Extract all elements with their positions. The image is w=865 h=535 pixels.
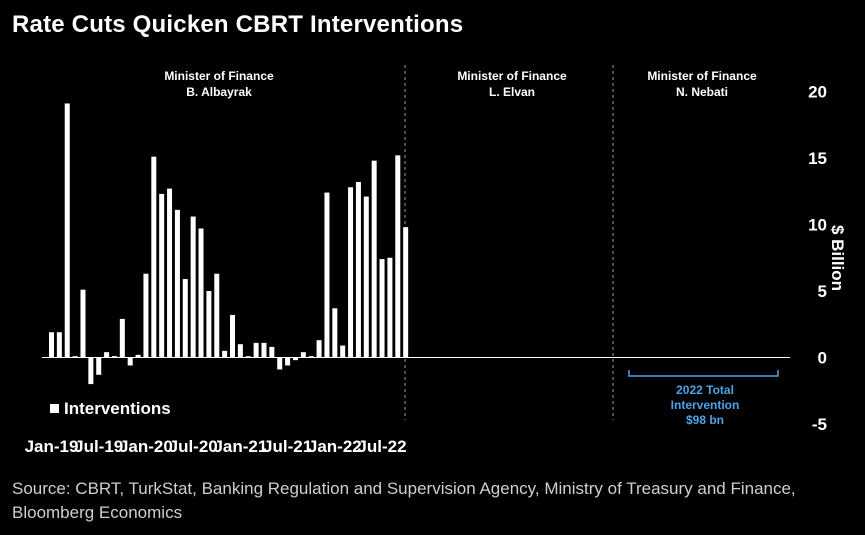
bar-Jun-22 [371, 160, 377, 358]
annotation-line3: $98 bn [686, 413, 724, 427]
bar-Jan-21 [237, 344, 243, 358]
x-tick-Jan-21: Jan-21 [213, 437, 267, 456]
legend-swatch [50, 404, 59, 413]
bar-Mar-19 [64, 103, 70, 358]
bar-May-22 [363, 196, 369, 358]
bar-Apr-20 [167, 188, 173, 358]
legend: Interventions [50, 399, 171, 418]
bar-Nov-21 [316, 340, 322, 358]
bar-Mar-22 [348, 187, 354, 358]
period-3-line1: Minister of Finance [647, 69, 757, 83]
annotation-line2: Intervention [671, 398, 740, 412]
bar-Feb-21 [245, 356, 251, 358]
bar-Jul-20 [190, 216, 196, 358]
bar-May-21 [269, 346, 275, 358]
x-tick-Jul-20: Jul-20 [169, 437, 218, 456]
y-tick-0: 0 [818, 349, 827, 368]
bar-May-20 [174, 209, 180, 358]
bar-Apr-19 [72, 356, 78, 358]
bar-Mar-21 [253, 342, 259, 358]
period-dividers [404, 65, 614, 420]
y-tick-20: 20 [808, 83, 827, 102]
bar-Dec-20 [230, 314, 236, 358]
bar-Jan-22 [332, 308, 338, 358]
bar-Feb-20 [151, 156, 157, 358]
period-1-name: B. Albayrak [186, 85, 252, 99]
period-3-name: N. Nebati [676, 85, 728, 99]
x-tick-Jul-21: Jul-21 [263, 437, 312, 456]
bar-Sep-21 [300, 352, 306, 358]
period-labels: Minister of Finance B. Albayrak Minister… [164, 69, 757, 99]
bar-Oct-22 [403, 227, 409, 358]
y-tick-5: 5 [818, 282, 827, 301]
source-note: Source: CBRT, TurkStat, Banking Regulati… [12, 479, 796, 522]
bar-Dec-21 [324, 192, 330, 358]
annotation-2022-total: 2022 Total Intervention $98 bn [628, 370, 779, 427]
bar-Apr-21 [261, 342, 267, 358]
period-2-line1: Minister of Finance [457, 69, 567, 83]
annotation-bracket [628, 370, 779, 377]
x-tick-Jul-22: Jul-22 [357, 437, 406, 456]
bar-Sep-22 [395, 155, 401, 358]
bar-Aug-22 [387, 257, 393, 358]
bar-Jul-22 [379, 259, 385, 358]
bar-Jun-21 [277, 357, 283, 370]
bar-Oct-20 [214, 273, 220, 358]
bar-chart: Minister of Finance B. Albayrak Minister… [25, 65, 847, 456]
bar-Apr-22 [355, 181, 361, 358]
bar-Jan-19 [49, 332, 54, 358]
bars [49, 103, 409, 385]
bar-Sep-20 [206, 291, 212, 358]
bar-Jun-20 [182, 279, 188, 358]
bar-May-19 [80, 289, 86, 358]
x-tick-Jan-20: Jan-20 [119, 437, 173, 456]
bar-Mar-20 [159, 193, 165, 358]
bar-Oct-21 [308, 356, 314, 358]
y-tick-15: 15 [808, 149, 827, 168]
bar-Jan-20 [143, 273, 149, 358]
bar-Feb-22 [340, 345, 346, 358]
y-axis-ticks: -5 0 5 10 15 20 [808, 83, 827, 435]
legend-label: Interventions [64, 399, 171, 418]
bar-Jun-19 [88, 357, 94, 385]
bar-Sep-19 [111, 356, 117, 358]
y-tick--5: -5 [812, 415, 827, 434]
bar-Oct-19 [119, 318, 125, 358]
period-1-line1: Minister of Finance [164, 69, 274, 83]
y-tick-10: 10 [808, 216, 827, 235]
x-axis-ticks: Jan-19Jul-19Jan-20Jul-20Jan-21Jul-21Jan-… [25, 437, 407, 456]
bar-Aug-20 [198, 228, 204, 358]
bar-Nov-19 [127, 357, 133, 366]
chart-title: Rate Cuts Quicken CBRT Interventions [12, 11, 464, 38]
bar-Jul-21 [285, 357, 291, 366]
x-tick-Jan-22: Jan-22 [308, 437, 362, 456]
x-tick-Jul-19: Jul-19 [74, 437, 123, 456]
x-tick-Jan-19: Jan-19 [25, 437, 79, 456]
bar-Dec-19 [135, 354, 141, 358]
bar-Jul-19 [96, 357, 102, 375]
bar-Feb-19 [56, 332, 62, 358]
annotation-line1: 2022 Total [676, 383, 734, 397]
bar-Aug-21 [292, 357, 298, 361]
y-axis-label: $ Billion [828, 225, 847, 291]
bar-Nov-20 [222, 350, 228, 358]
period-2-name: L. Elvan [489, 85, 535, 99]
bar-Aug-19 [104, 352, 110, 358]
